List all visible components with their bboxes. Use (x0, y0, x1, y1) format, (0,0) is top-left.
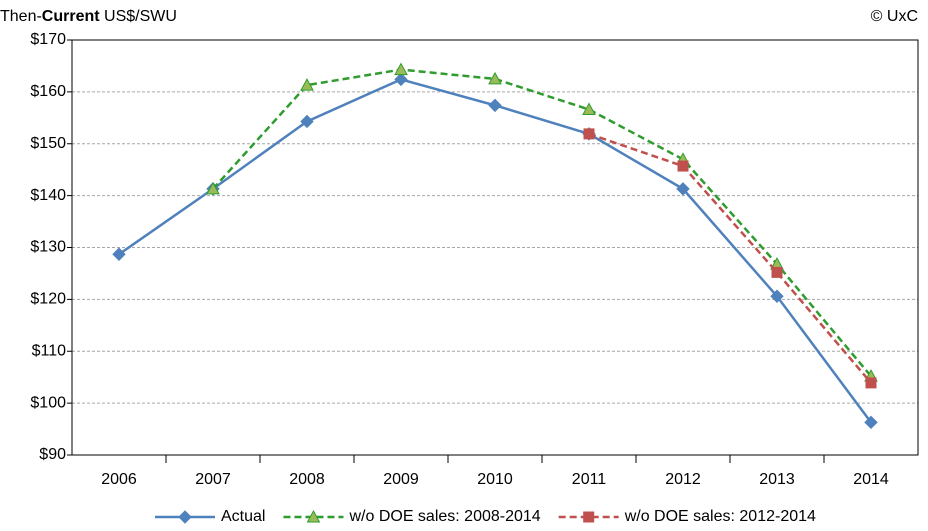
marker (300, 78, 314, 91)
title-part: Then- (0, 8, 42, 25)
marker (864, 415, 878, 430)
marker (488, 71, 502, 85)
marker (771, 266, 783, 278)
y-tick-label: $130 (30, 239, 66, 256)
x-tick-label: 2007 (195, 471, 231, 488)
marker (676, 182, 690, 196)
series-line (588, 132, 872, 384)
title-part: US$/SWU (100, 8, 177, 25)
marker (394, 62, 408, 76)
legend-item: w/o DOE sales: 2012-2014 (558, 508, 816, 525)
x-tick-label: 2012 (665, 471, 701, 488)
marker (300, 114, 314, 129)
marker (112, 247, 126, 261)
marker (178, 510, 192, 524)
marker (394, 72, 408, 87)
y-tick-label: $100 (30, 394, 66, 411)
x-tick-label: 2009 (383, 471, 419, 488)
x-tick-label: 2013 (759, 471, 795, 488)
y-tick-label: $160 (30, 83, 66, 100)
y-tick-label: $110 (32, 342, 67, 359)
chart-title: Then-Current US$/SWU (0, 8, 177, 25)
legend-label: w/o DOE sales: 2012-2014 (624, 508, 816, 525)
x-tick-label: 2014 (853, 471, 889, 488)
y-tick-label: $140 (30, 187, 66, 204)
marker (770, 289, 784, 303)
marker (306, 509, 321, 523)
x-tick-label: 2010 (477, 471, 513, 488)
marker (582, 102, 596, 116)
marker (865, 377, 877, 389)
marker (583, 511, 595, 523)
series-line (212, 68, 872, 377)
x-tick-label: 2011 (572, 471, 607, 488)
y-tick-label: $120 (30, 291, 66, 308)
y-tick-label: $170 (30, 31, 66, 48)
title-part: Current (42, 8, 100, 25)
x-tick-label: 2006 (101, 471, 137, 488)
y-tick-label: $150 (30, 135, 66, 152)
y-tick-label: $90 (39, 446, 66, 463)
marker (677, 160, 689, 172)
source: © UxC (871, 8, 918, 25)
legend-item: Actual (155, 508, 265, 525)
legend-item: w/o DOE sales: 2008-2014 (283, 508, 541, 525)
x-tick-label: 2008 (289, 471, 325, 488)
plot-border (71, 39, 919, 456)
legend-label: w/o DOE sales: 2008-2014 (348, 508, 540, 525)
legend-label: Actual (221, 508, 265, 525)
marker (488, 98, 502, 113)
marker (206, 181, 220, 195)
marker (583, 128, 595, 140)
